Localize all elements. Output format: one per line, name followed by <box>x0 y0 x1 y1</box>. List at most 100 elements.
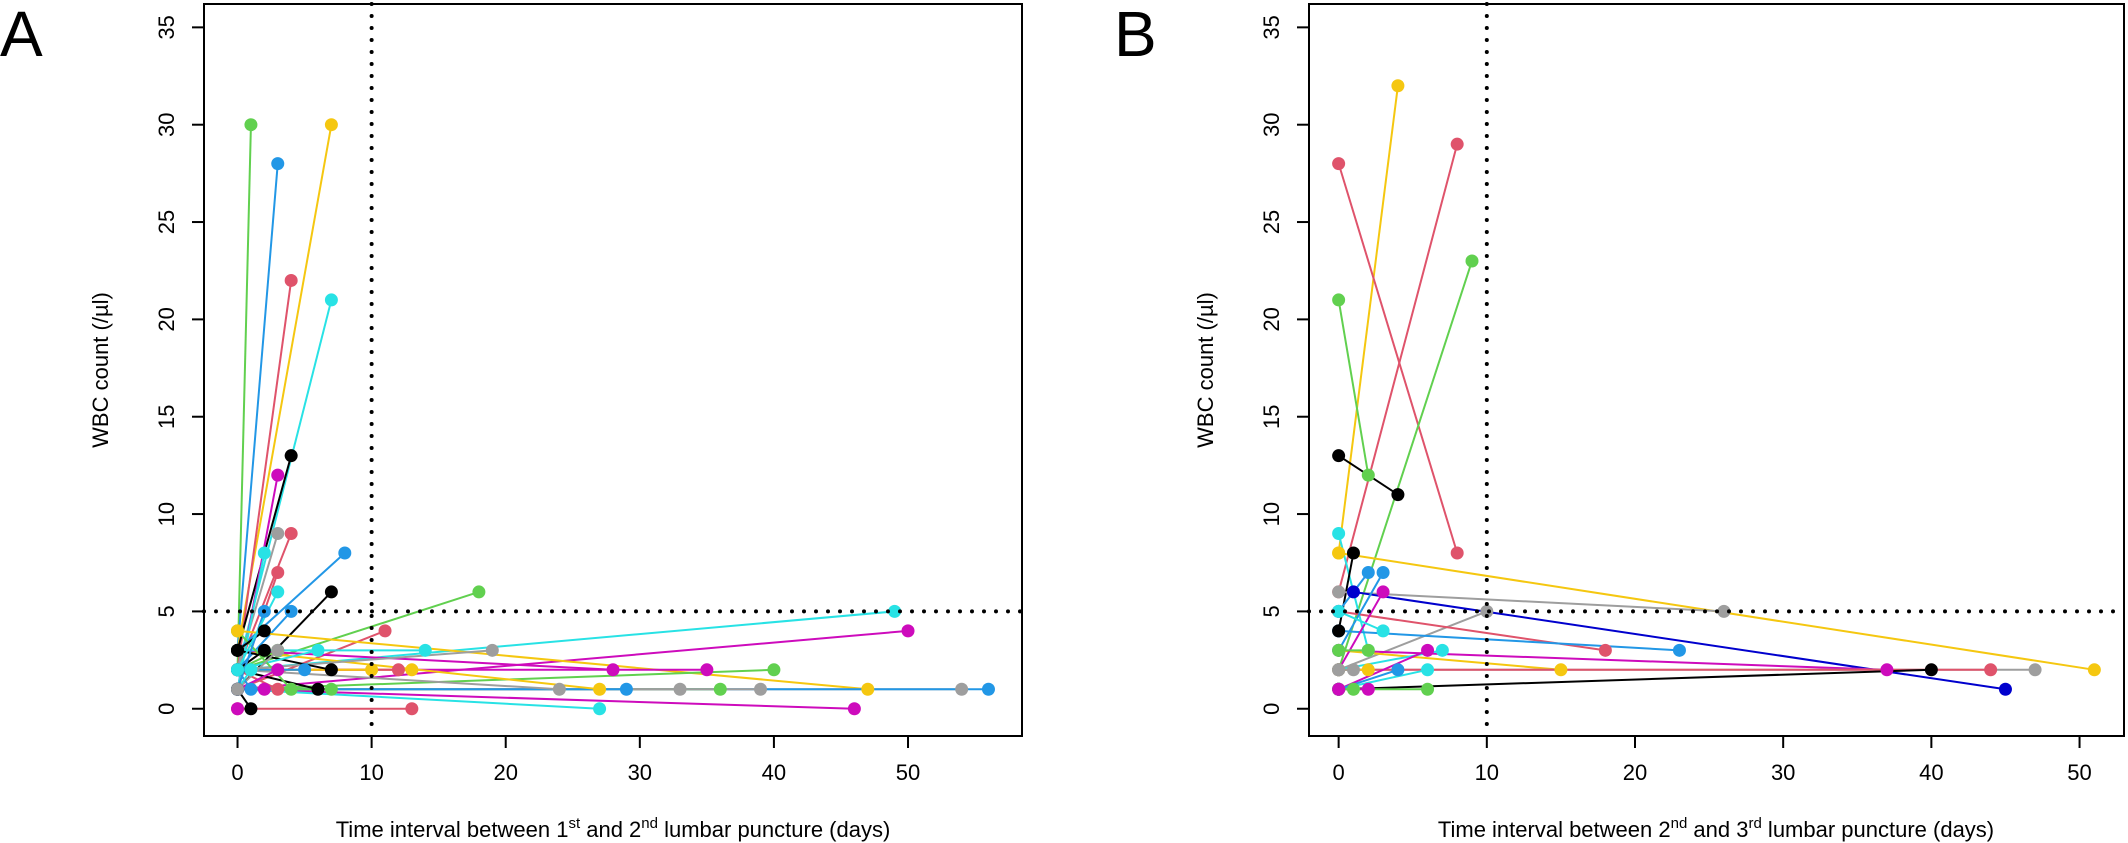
panel-a: A 0 10 20 30 40 50 0 5 10 15 20 25 30 35 WBC count (/… <box>0 0 1024 842</box>
data-point <box>1480 604 1494 618</box>
data-point <box>767 663 781 677</box>
y-tick-label: 35 <box>154 15 179 39</box>
data-point <box>284 604 298 618</box>
data-point <box>231 663 245 677</box>
data-point <box>231 624 245 638</box>
data-segment <box>237 629 386 691</box>
data-point <box>847 702 861 716</box>
plot-frame <box>203 3 1023 737</box>
data-segment <box>1338 629 1680 652</box>
data-point <box>324 585 338 599</box>
data-point <box>1450 137 1464 151</box>
data-point <box>257 643 271 657</box>
x-axis-label: Time interval between 1st and 2nd lumbar… <box>336 815 891 842</box>
data-point <box>365 663 379 677</box>
data-point <box>257 682 271 696</box>
data-segment <box>237 629 868 691</box>
data-point <box>271 565 285 579</box>
data-point <box>324 293 338 307</box>
data-point <box>324 682 338 696</box>
data-segment <box>236 124 252 670</box>
data-segment <box>237 629 909 691</box>
data-point <box>593 702 607 716</box>
data-point <box>257 546 271 560</box>
data-point <box>405 702 419 716</box>
y-tick-label: 20 <box>154 307 179 331</box>
data-point <box>1391 79 1405 93</box>
data-point <box>472 585 486 599</box>
data-point <box>1332 157 1346 171</box>
x-tick-label: 20 <box>1623 760 1647 785</box>
data-segment <box>1337 591 1384 671</box>
data-point <box>418 643 432 657</box>
data-point <box>1332 527 1346 541</box>
data-segment <box>236 533 279 671</box>
data-segment <box>237 668 279 691</box>
data-segment <box>236 610 292 671</box>
data-point <box>231 682 245 696</box>
x-axis-label: Time interval between 2nd and 3rd lumbar… <box>1438 815 1994 842</box>
data-segment <box>1338 610 1384 632</box>
data-point <box>1332 604 1346 618</box>
data-point <box>1332 682 1346 696</box>
data-point <box>284 273 298 287</box>
y-tick-label: 35 <box>1259 15 1284 39</box>
data-marks <box>1332 79 2101 696</box>
y-tick-label: 15 <box>154 404 179 428</box>
data-segment <box>1337 299 1370 476</box>
data-point <box>1361 468 1375 482</box>
data-point <box>391 663 405 677</box>
data-point <box>271 157 285 171</box>
data-point <box>271 643 285 657</box>
data-point <box>1421 663 1435 677</box>
data-point <box>2028 663 2042 677</box>
data-point <box>1998 682 2012 696</box>
axis-ticks: 0 10 20 30 40 50 0 5 10 15 20 25 30 35 <box>154 15 920 785</box>
data-point <box>1361 682 1375 696</box>
data-point <box>405 663 419 677</box>
data-segment <box>1338 610 1488 671</box>
data-point <box>1361 663 1375 677</box>
y-tick-label: 15 <box>1259 404 1284 428</box>
data-point <box>1880 663 1894 677</box>
data-point <box>244 118 258 132</box>
data-segment <box>1338 590 1724 613</box>
y-tick-label: 10 <box>1259 502 1284 526</box>
y-tick-label: 5 <box>1259 605 1284 617</box>
y-tick-label: 25 <box>154 210 179 234</box>
y-tick-label: 10 <box>154 502 179 526</box>
data-segment <box>237 649 600 691</box>
data-point <box>981 682 995 696</box>
data-point <box>1346 682 1360 696</box>
data-segment <box>236 280 293 670</box>
x-tick-label: 0 <box>231 760 243 785</box>
data-point <box>1346 663 1360 677</box>
data-point <box>888 604 902 618</box>
data-segment <box>1337 260 1473 671</box>
y-tick-label: 0 <box>1259 703 1284 715</box>
data-point <box>1346 585 1360 599</box>
axis-ticks: 0 10 20 30 40 50 0 5 10 15 20 25 30 35 <box>1259 15 2092 785</box>
reference-lines <box>202 2 1024 738</box>
data-segment <box>236 591 279 671</box>
data-segment <box>237 610 895 671</box>
x-tick-label: 10 <box>359 760 383 785</box>
y-tick-label: 30 <box>154 112 179 136</box>
y-tick-label: 5 <box>154 605 179 617</box>
data-segment <box>1337 143 1459 593</box>
data-segment <box>237 688 855 710</box>
data-point <box>1332 293 1346 307</box>
data-segment <box>236 649 279 690</box>
data-point <box>271 585 285 599</box>
data-point <box>284 682 298 696</box>
data-point <box>1598 643 1612 657</box>
data-point <box>901 624 915 638</box>
data-point <box>324 118 338 132</box>
data-point <box>338 546 352 560</box>
y-tick-label: 30 <box>1259 112 1284 136</box>
data-point <box>311 682 325 696</box>
panel-letter-a: A <box>0 0 43 70</box>
data-point <box>552 682 566 696</box>
data-point <box>1332 449 1346 463</box>
